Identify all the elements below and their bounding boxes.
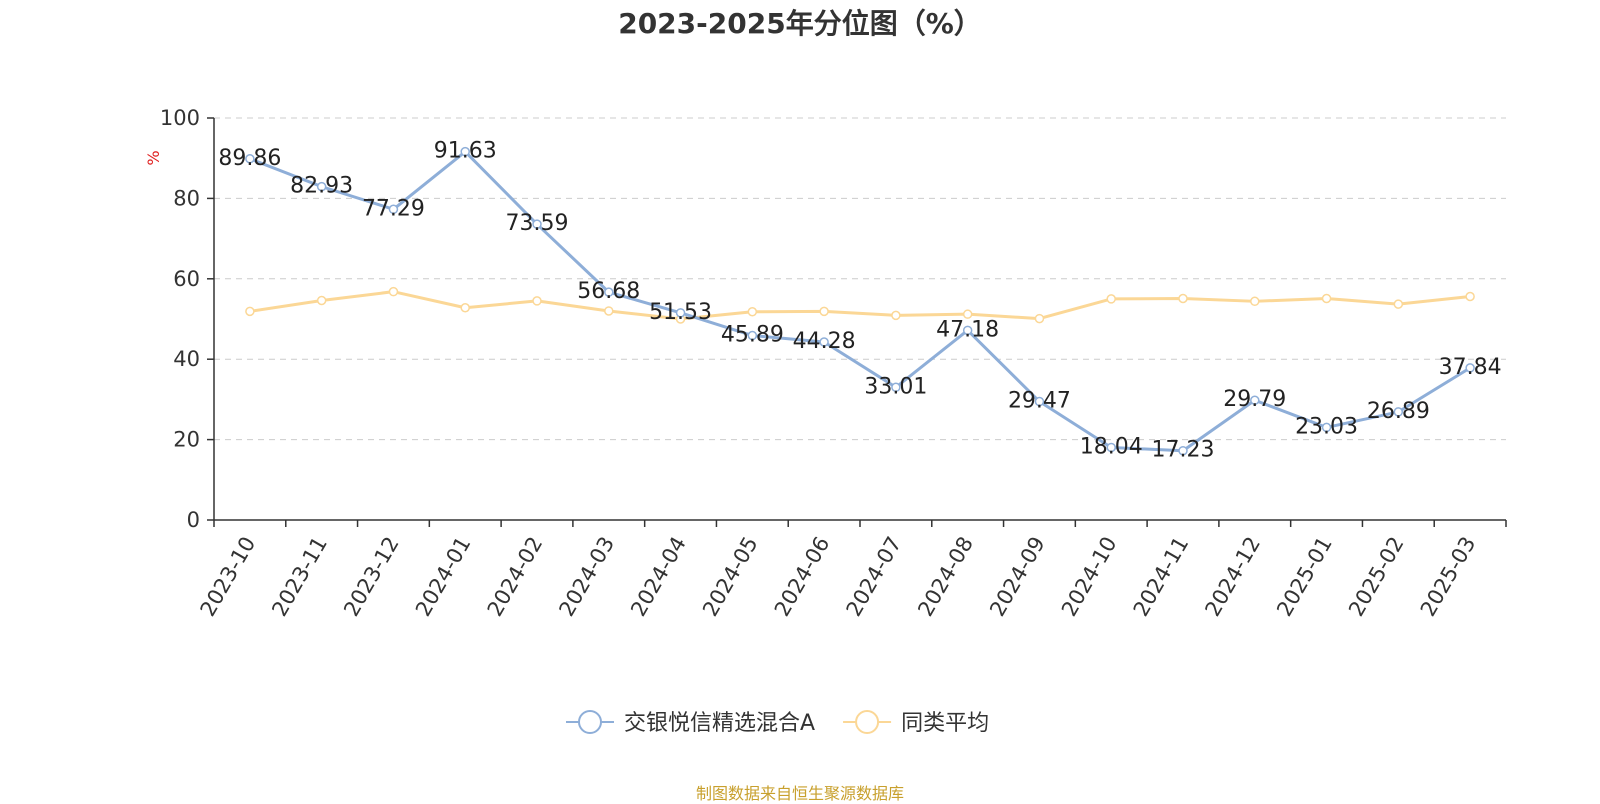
y-tick-label: 100 xyxy=(160,106,200,130)
x-tick-label: 2023-12 xyxy=(339,533,404,621)
data-label: 44.28 xyxy=(793,329,856,354)
data-point xyxy=(1178,445,1188,456)
data-point xyxy=(316,181,327,192)
legend-marker xyxy=(578,710,602,734)
data-point xyxy=(604,287,614,297)
y-tick-label: 60 xyxy=(173,267,200,291)
data-label: 37.84 xyxy=(1439,355,1502,380)
data-point xyxy=(245,154,255,164)
data-label: 29.79 xyxy=(1223,387,1286,412)
data-point xyxy=(460,146,470,157)
data-label: 82.93 xyxy=(290,174,353,199)
x-tick-label: 2024-01 xyxy=(411,533,476,621)
x-tick-label: 2023-11 xyxy=(267,533,332,621)
data-point xyxy=(819,306,829,317)
data-label: 23.03 xyxy=(1295,414,1358,439)
data-point xyxy=(1465,363,1475,373)
x-tick-label: 2024-02 xyxy=(483,533,548,621)
data-point xyxy=(675,308,686,318)
x-tick-label: 2024-06 xyxy=(770,533,835,621)
chart-title: 2023-2025年分位图（%） xyxy=(618,7,982,40)
data-label: 77.29 xyxy=(362,196,425,221)
data-point xyxy=(1034,396,1045,407)
series-line xyxy=(249,150,1471,453)
data-point xyxy=(1250,395,1260,405)
data-label: 17.23 xyxy=(1152,438,1215,463)
data-point xyxy=(747,307,758,317)
x-tick-label: 2024-11 xyxy=(1129,533,1194,621)
data-point xyxy=(1393,407,1404,417)
data-labels: 89.86 82.93 77.29 91.63 73.59 56.68 51.53 45.89… xyxy=(218,139,1501,463)
data-point xyxy=(1250,296,1260,307)
x-tick-label: 2024-09 xyxy=(985,533,1050,621)
y-tick-label: 0 xyxy=(187,508,200,532)
data-source-note: 制图数据来自恒生聚源数据库 xyxy=(695,784,904,803)
data-point xyxy=(1393,299,1404,309)
data-label: 33.01 xyxy=(864,374,927,399)
data-point xyxy=(891,310,901,321)
data-label: 73.59 xyxy=(506,211,569,236)
data-point xyxy=(819,337,829,347)
legend: 交银悦信精选混合A 同类平均 xyxy=(566,710,989,736)
grid-lines xyxy=(214,117,1506,441)
y-tick-label: 20 xyxy=(173,428,200,452)
data-label: 29.47 xyxy=(1008,389,1071,414)
series-lines xyxy=(245,146,1475,456)
data-point xyxy=(1106,294,1116,304)
x-tick-label: 2025-03 xyxy=(1416,533,1481,621)
data-label: 51.53 xyxy=(649,300,712,325)
x-tick-label: 2025-01 xyxy=(1272,533,1337,621)
x-tick-label: 2024-12 xyxy=(1200,533,1265,621)
data-point xyxy=(388,204,399,215)
y-axis-label: % xyxy=(144,150,163,165)
legend-label: 交银悦信精选混合A xyxy=(624,711,815,736)
x-tick-label: 2024-03 xyxy=(554,533,619,621)
data-point xyxy=(532,219,542,229)
legend-marker xyxy=(855,710,880,734)
data-point xyxy=(891,382,901,393)
data-point xyxy=(604,306,614,316)
data-point xyxy=(388,286,399,297)
data-point xyxy=(1465,291,1475,302)
data-point xyxy=(1321,422,1332,433)
data-point xyxy=(1106,442,1116,453)
data-point xyxy=(316,295,327,306)
data-label: 45.89 xyxy=(721,323,784,348)
data-point xyxy=(747,330,758,341)
y-tick-label: 40 xyxy=(173,347,200,371)
data-label: 18.04 xyxy=(1080,434,1143,459)
data-label: 91.63 xyxy=(434,139,497,164)
series-line xyxy=(249,290,1471,321)
data-label: 26.89 xyxy=(1367,399,1430,424)
data-point xyxy=(1321,293,1332,304)
x-tick-label: 2024-08 xyxy=(913,533,978,621)
data-point xyxy=(962,309,973,319)
data-point xyxy=(532,296,542,306)
x-tick-label: 2024-05 xyxy=(698,533,763,621)
x-tick-label: 2024-04 xyxy=(626,533,691,621)
x-tick-label: 2024-10 xyxy=(1057,533,1122,621)
data-point xyxy=(460,302,470,313)
data-point xyxy=(962,325,973,336)
data-label: 47.18 xyxy=(936,317,999,342)
data-label: 56.68 xyxy=(577,279,640,304)
x-tick-label: 2024-07 xyxy=(842,533,907,621)
x-tick-label: 2025-02 xyxy=(1344,533,1409,621)
x-tick-label: 2023-10 xyxy=(196,533,261,621)
data-point xyxy=(245,306,255,317)
data-point xyxy=(1034,313,1045,324)
legend-label: 同类平均 xyxy=(901,711,989,736)
data-label: 89.86 xyxy=(218,146,281,171)
y-tick-label: 80 xyxy=(173,186,200,210)
data-point xyxy=(1178,293,1188,304)
